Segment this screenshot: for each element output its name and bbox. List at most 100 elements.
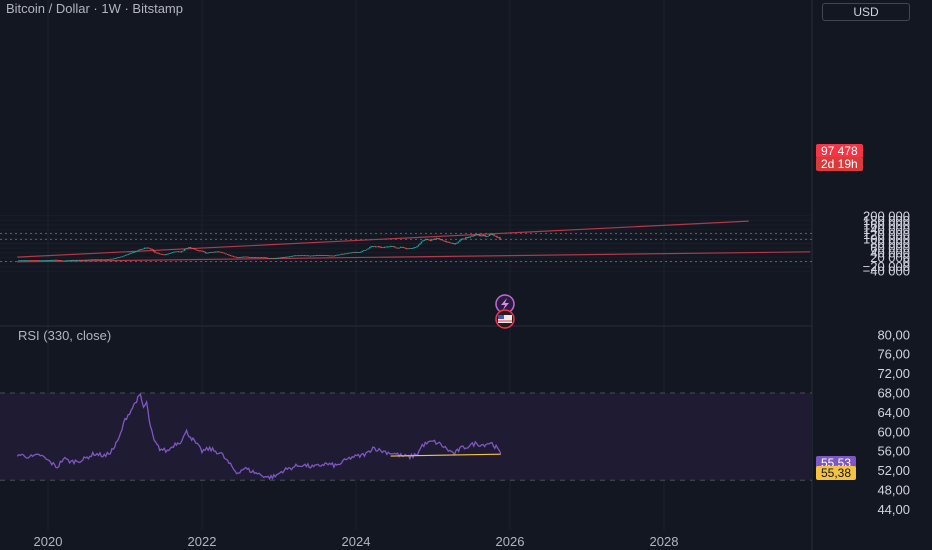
candle-body (382, 247, 384, 248)
candle-body (286, 256, 288, 258)
rsi-tick-label: 52,00 (877, 463, 910, 478)
candle-body (66, 260, 69, 262)
candle-body (303, 255, 306, 257)
candle-body (65, 260, 67, 262)
candle-body (444, 240, 446, 242)
candle-body (19, 260, 21, 262)
candle-body (445, 241, 448, 243)
candle-body (241, 256, 243, 258)
candle-body (44, 260, 47, 261)
candle-body (80, 259, 82, 261)
candle-body (77, 259, 79, 261)
candle-body (475, 234, 477, 236)
candle-body (163, 254, 165, 256)
candle-body (145, 247, 147, 249)
countdown-tag: 2d 19h (816, 157, 863, 171)
candle-body (397, 247, 399, 249)
candle-body (414, 247, 417, 249)
candle-body (331, 255, 334, 257)
candle-body (405, 248, 408, 250)
candle-body (234, 256, 236, 258)
candle-body (173, 251, 175, 253)
candle-body (367, 248, 369, 250)
x-tick-label: 2022 (188, 534, 217, 549)
candle-body (306, 255, 309, 257)
candle-body (355, 252, 357, 253)
price-tick-label: 160 000 (863, 218, 910, 233)
price-tick-label: 80 000 (870, 236, 910, 251)
candle-body (428, 239, 430, 241)
candle-body (323, 255, 325, 256)
candle-body (253, 257, 255, 259)
rsi-tick-label: 64,00 (877, 405, 910, 420)
candle-body (23, 260, 26, 261)
candle-body (454, 243, 457, 245)
candle-body (410, 248, 412, 249)
candle-body (266, 257, 269, 259)
candle-body (123, 255, 125, 257)
candle-body (114, 258, 116, 260)
candle-body (447, 241, 449, 243)
candle-body (124, 255, 126, 256)
candle-body (102, 259, 104, 261)
candle-body (416, 246, 418, 248)
x-tick-label: 2026 (496, 534, 525, 549)
candle-body (320, 255, 322, 256)
candle-body (191, 247, 193, 249)
candle-body (364, 250, 366, 251)
candle-body (275, 257, 278, 259)
price-tick-label: 60 000 (870, 241, 910, 256)
price-tick-label: −20 000 (863, 259, 910, 274)
rsi-tick-label: 44,00 (877, 502, 910, 517)
candle-body (59, 260, 61, 261)
candle-body (283, 256, 285, 258)
candle-body (251, 257, 254, 258)
candle-body (485, 236, 488, 237)
candle-body (194, 248, 196, 250)
candle-body (365, 249, 368, 251)
rsi-tick-label: 72,00 (877, 366, 910, 381)
candle-body (72, 259, 75, 261)
candle-body (133, 251, 135, 253)
candle-body (129, 253, 131, 255)
currency-button[interactable]: USD (822, 3, 910, 21)
candle-body (111, 258, 113, 260)
candle-body (83, 259, 85, 261)
candle-body (248, 257, 251, 258)
candle-body (99, 259, 101, 261)
candle-body (281, 257, 283, 258)
candle-body (411, 248, 414, 249)
candle-body (463, 238, 466, 240)
candle-body (379, 246, 381, 248)
candle-body (244, 256, 246, 258)
candle-body (342, 253, 344, 255)
candle-body (351, 252, 353, 254)
candle-body (92, 259, 94, 261)
candle-body (40, 260, 42, 262)
candle-body (328, 255, 331, 257)
candle-body (185, 248, 187, 250)
candle-body (115, 257, 118, 259)
candle-body (431, 239, 433, 241)
candle-body (87, 259, 89, 261)
candle-body (211, 251, 214, 253)
candle-body (311, 255, 313, 257)
candle-body (494, 235, 497, 237)
candle-body (360, 251, 362, 253)
candle-body (358, 252, 360, 253)
candle-body (314, 255, 316, 257)
price-tick-label: 20 000 (870, 250, 910, 265)
rsi-band (0, 393, 812, 481)
candlestick-series (17, 233, 501, 262)
candle-body (200, 250, 202, 252)
candle-body (336, 254, 338, 256)
price-tick-label: 40 000 (870, 245, 910, 260)
candle-body (305, 255, 307, 257)
dotted-price-levels (0, 232, 812, 263)
candle-body (493, 234, 495, 236)
candle-body (302, 255, 304, 257)
candle-body (231, 255, 233, 257)
candle-body (337, 254, 340, 256)
